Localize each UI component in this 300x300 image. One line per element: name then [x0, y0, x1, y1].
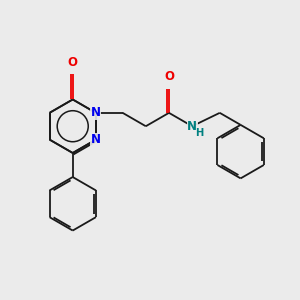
Text: H: H	[195, 128, 204, 138]
Text: O: O	[68, 56, 78, 69]
Text: O: O	[164, 70, 174, 83]
Text: N: N	[91, 133, 101, 146]
Text: N: N	[91, 106, 101, 119]
Text: N: N	[187, 120, 197, 133]
